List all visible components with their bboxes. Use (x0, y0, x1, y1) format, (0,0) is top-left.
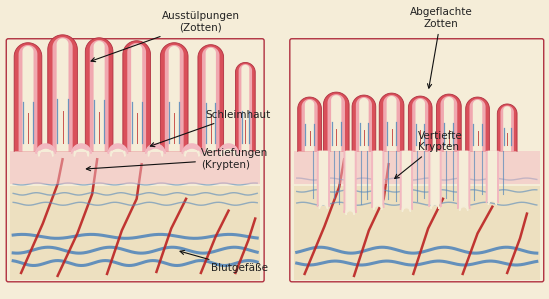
Polygon shape (356, 97, 372, 151)
FancyBboxPatch shape (6, 39, 264, 282)
Polygon shape (160, 43, 188, 151)
Polygon shape (486, 151, 498, 203)
Polygon shape (236, 62, 255, 151)
Text: Schleimhaut: Schleimhaut (150, 110, 271, 147)
Bar (294, 186, 540, 280)
Polygon shape (400, 151, 412, 210)
Polygon shape (198, 45, 223, 151)
Polygon shape (374, 151, 382, 210)
Polygon shape (48, 35, 77, 151)
Polygon shape (72, 144, 91, 154)
Polygon shape (93, 41, 105, 151)
Polygon shape (239, 64, 252, 151)
Polygon shape (301, 99, 318, 151)
Polygon shape (111, 150, 125, 156)
Text: Vertiefte
Krypten: Vertiefte Krypten (395, 131, 463, 179)
Text: Ausstülpungen
(Zotten): Ausstülpungen (Zotten) (91, 11, 240, 62)
Polygon shape (222, 150, 236, 156)
Polygon shape (131, 44, 142, 151)
Polygon shape (436, 94, 461, 151)
Polygon shape (219, 144, 238, 154)
Polygon shape (320, 151, 327, 209)
Polygon shape (331, 95, 341, 151)
Polygon shape (489, 151, 496, 205)
Polygon shape (412, 98, 428, 151)
Polygon shape (305, 100, 315, 151)
Polygon shape (416, 99, 425, 151)
Polygon shape (146, 144, 165, 154)
Polygon shape (473, 100, 482, 151)
Bar (294, 151, 540, 184)
Polygon shape (242, 65, 249, 151)
Polygon shape (85, 38, 113, 151)
Polygon shape (149, 150, 163, 156)
Polygon shape (497, 104, 517, 151)
Polygon shape (57, 38, 69, 151)
Polygon shape (108, 144, 127, 154)
Bar (10, 186, 260, 280)
Polygon shape (185, 150, 199, 156)
Polygon shape (431, 151, 439, 209)
Polygon shape (458, 151, 469, 209)
Polygon shape (182, 144, 201, 154)
Polygon shape (429, 151, 441, 207)
Polygon shape (359, 98, 369, 151)
Polygon shape (202, 47, 220, 151)
Polygon shape (408, 96, 432, 151)
Polygon shape (127, 43, 146, 151)
Polygon shape (89, 40, 109, 151)
Polygon shape (352, 95, 376, 151)
Text: Vertiefungen
(Krypten): Vertiefungen (Krypten) (86, 149, 268, 171)
Text: Abgeflachte
Zotten: Abgeflachte Zotten (410, 7, 472, 88)
Text: Blutgefäße: Blutgefäße (180, 250, 268, 273)
Polygon shape (14, 43, 42, 151)
Polygon shape (39, 150, 53, 156)
Polygon shape (75, 150, 88, 156)
Polygon shape (386, 96, 396, 151)
Polygon shape (460, 151, 468, 211)
Polygon shape (298, 97, 321, 151)
Polygon shape (344, 151, 356, 213)
Polygon shape (372, 151, 384, 208)
Polygon shape (19, 45, 37, 151)
Polygon shape (402, 151, 410, 212)
Polygon shape (440, 96, 457, 151)
Polygon shape (36, 144, 55, 154)
Polygon shape (169, 46, 180, 151)
Polygon shape (469, 99, 486, 151)
Polygon shape (444, 97, 454, 151)
Polygon shape (206, 48, 216, 151)
Polygon shape (328, 94, 345, 151)
Polygon shape (123, 41, 150, 151)
Polygon shape (165, 45, 183, 151)
Polygon shape (323, 92, 349, 151)
Bar (10, 151, 260, 184)
Polygon shape (501, 106, 514, 151)
Polygon shape (23, 46, 33, 151)
Polygon shape (379, 93, 404, 151)
Polygon shape (466, 97, 489, 151)
Polygon shape (383, 95, 400, 151)
Polygon shape (53, 37, 72, 151)
Polygon shape (317, 151, 329, 207)
Polygon shape (346, 151, 354, 215)
FancyBboxPatch shape (290, 39, 544, 282)
Polygon shape (503, 106, 511, 151)
